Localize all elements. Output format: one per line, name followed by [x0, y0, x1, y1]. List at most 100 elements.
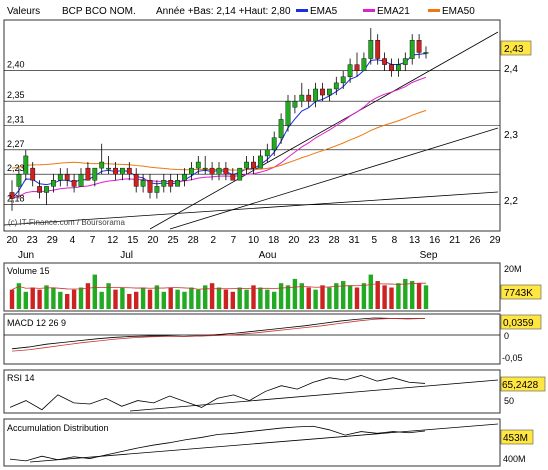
volume-bar: [416, 283, 422, 309]
price-left-tick-label: 2,27: [7, 139, 25, 149]
candle-body: [133, 174, 139, 187]
price-left-tick-label: 2,18: [7, 194, 25, 204]
candle-body: [182, 174, 187, 181]
ad-panel-frame: [3, 418, 501, 467]
x-day-label: 28: [328, 235, 340, 246]
volume-bar: [334, 283, 339, 309]
last-price-value: 2,43: [504, 44, 524, 55]
candle-body: [354, 64, 360, 71]
header-symbol: BCP BCO NOM.: [62, 6, 136, 17]
volume-bar: [127, 293, 132, 309]
volume-bar: [140, 287, 146, 309]
x-month-label: Sep: [420, 250, 438, 261]
volume-bar: [65, 293, 70, 309]
candle-body: [389, 64, 394, 71]
rsi-badge: 65,2428: [500, 376, 546, 392]
candle-body: [161, 180, 167, 187]
x-day-label: 26: [469, 235, 481, 246]
x-axis-day-labels: 20 23 29 4 7 12 15 20 25 28 2 7 10 18 20 23 28 31 5 8 13 16 21…: [6, 235, 501, 246]
volume-bar: [175, 289, 180, 309]
volume-bar: [265, 289, 270, 309]
volume-bar: [147, 289, 153, 309]
volume-bar: [196, 289, 201, 309]
x-day-label: 25: [167, 235, 179, 246]
candle-body: [99, 161, 105, 169]
rsi-badge-value: 65,2428: [502, 380, 539, 391]
macd-line: [11, 317, 426, 350]
candle-body: [209, 167, 215, 175]
price-left-ticks: 2,18 2,23 2,27 2,31 2,35 2,40: [7, 60, 25, 204]
volume-bars: [9, 274, 429, 309]
candle-body: [320, 88, 325, 96]
candle-body: [264, 149, 270, 157]
price-right-ticks: 2,2 2,3 2,4: [504, 64, 518, 207]
macd-badge: 0,0359: [500, 314, 542, 330]
candle-body: [375, 40, 381, 59]
volume-bar: [327, 287, 332, 309]
copyright-watermark: (c) IT-Finance.com / Boursorama: [8, 218, 125, 227]
x-day-label: 28: [188, 235, 200, 246]
candle-body: [16, 174, 22, 187]
rsi-line: [9, 375, 426, 411]
accumulation-distribution-line: [9, 425, 426, 462]
volume-bar: [51, 287, 56, 309]
candle-body: [333, 82, 339, 90]
x-day-label: 10: [248, 235, 260, 246]
candle-body: [195, 161, 201, 169]
candle-body: [23, 155, 29, 175]
trendline: [3, 191, 499, 226]
volume-bar: [396, 283, 401, 309]
price-left-tick-label: 2,23: [7, 163, 25, 173]
volume-badge: 7743K: [500, 284, 542, 300]
candle-body: [113, 167, 118, 175]
rsi-trendline: [129, 379, 499, 412]
ema50-legend-label: EMA50: [442, 6, 475, 17]
ema21-legend-swatch: [363, 9, 375, 12]
volume-bar: [361, 283, 367, 309]
volume-bar: [341, 281, 346, 309]
macd-title: MACD 12 26 9: [7, 318, 66, 328]
volume-bar: [223, 289, 229, 309]
x-day-label: 20: [288, 235, 300, 246]
volume-bar: [37, 289, 42, 309]
trendline: [149, 31, 499, 230]
x-month-label: Aou: [259, 250, 277, 261]
volume-bar: [92, 274, 97, 309]
price-right-tick-label: 2,4: [504, 64, 518, 75]
ema21-legend-label: EMA21: [377, 6, 410, 17]
volume-bar: [106, 283, 111, 309]
volume-bar: [347, 285, 353, 309]
candle-body: [382, 58, 387, 65]
candle-body: [258, 155, 263, 169]
volume-badge-value: 7743K: [504, 288, 533, 299]
ad-badge-value: 453M: [503, 433, 528, 444]
price-candles: [9, 28, 429, 211]
macd-badge-value: 0,0359: [503, 318, 534, 329]
candle-body: [299, 94, 305, 102]
candle-body: [30, 167, 36, 181]
macd-tick-zero: 0: [504, 331, 509, 341]
candle-body: [416, 40, 422, 53]
candle-body: [71, 180, 77, 187]
candle-body: [244, 161, 249, 169]
volume-bar: [410, 281, 415, 309]
candle-body: [51, 180, 56, 187]
volume-bar: [292, 278, 298, 309]
volume-panel-frame: [3, 262, 501, 312]
x-day-label: 20: [147, 235, 159, 246]
x-day-label: 4: [70, 235, 76, 246]
rsi-tick-low: 50: [504, 396, 514, 406]
volume-bar: [85, 283, 91, 309]
candle-body: [396, 64, 401, 71]
x-day-label: 5: [371, 235, 377, 246]
volume-bar: [403, 278, 408, 309]
candle-body: [313, 88, 318, 102]
candle-body: [44, 186, 49, 193]
header-label: Valeurs: [7, 6, 40, 17]
price-right-tick-label: 2,2: [504, 196, 518, 207]
volume-bar: [278, 283, 284, 309]
x-day-label: 15: [127, 235, 139, 246]
candle-body: [175, 180, 180, 187]
candle-body: [188, 167, 194, 175]
